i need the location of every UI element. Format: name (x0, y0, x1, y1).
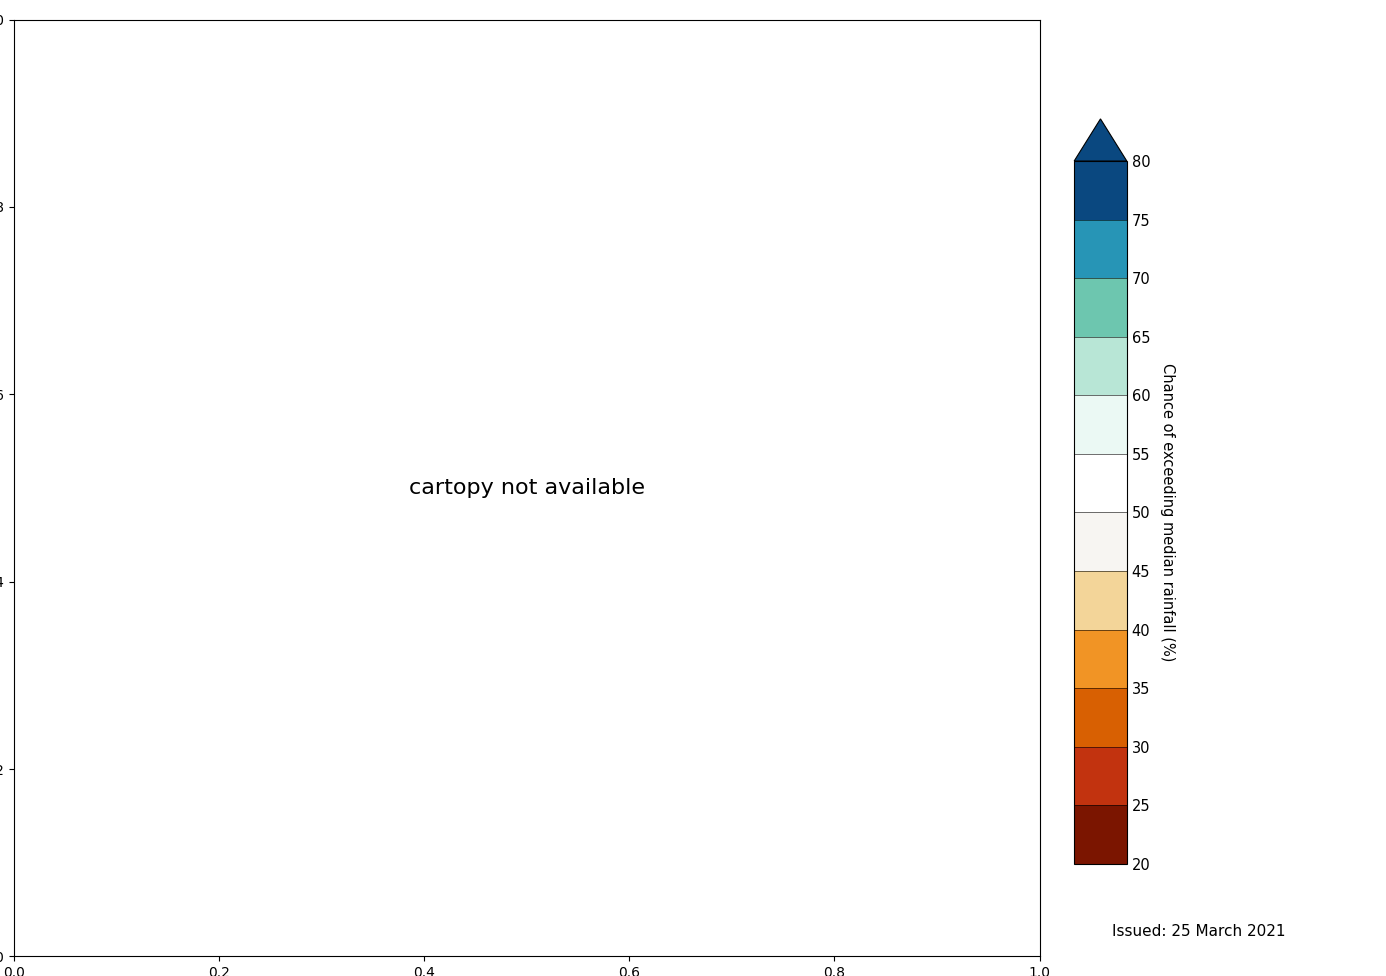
Y-axis label: Chance of exceeding median rainfall (%): Chance of exceeding median rainfall (%) (1160, 363, 1175, 662)
Text: Issued: 25 March 2021: Issued: 25 March 2021 (1112, 924, 1286, 939)
Text: cartopy not available: cartopy not available (409, 478, 644, 498)
